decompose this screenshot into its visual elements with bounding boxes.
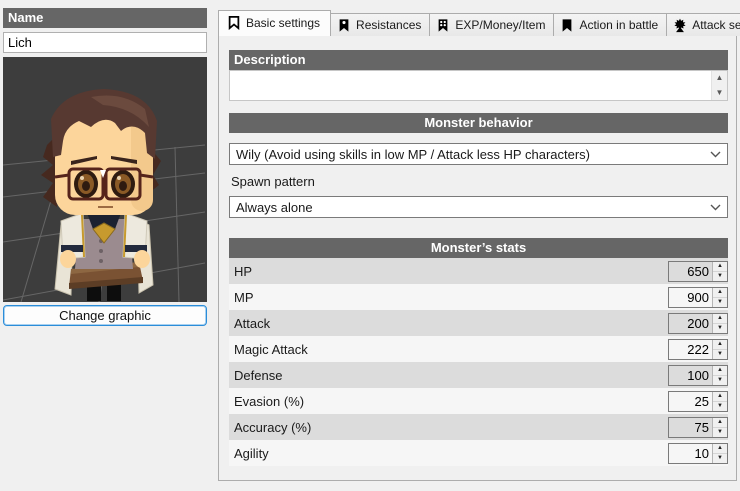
monster-identity-panel: Name: [3, 8, 207, 326]
name-input[interactable]: [3, 32, 207, 53]
spin-up-icon[interactable]: ▲: [713, 417, 727, 428]
tab-attack-settings[interactable]: Attack settings: [666, 13, 740, 36]
monster-settings-panel: Basic settings Resistances EXP/Money/Ite…: [218, 10, 740, 481]
magic-attack-stepper: ▲▼: [668, 338, 728, 360]
description-field-wrap: ▲ ▼: [229, 70, 728, 101]
stat-row-evasion: Evasion (%) ▲▼: [229, 388, 728, 414]
stat-label: Accuracy (%): [234, 419, 312, 435]
spin-down-icon[interactable]: ▼: [713, 349, 727, 359]
spin-up-icon[interactable]: ▲: [713, 339, 727, 350]
monster-behavior-header: Monster behavior: [229, 113, 728, 133]
description-header: Description: [229, 50, 728, 70]
scroll-down-icon[interactable]: ▼: [715, 88, 724, 97]
change-graphic-button[interactable]: Change graphic: [3, 305, 207, 326]
stat-row-mp: MP ▲▼: [229, 284, 728, 310]
scroll-up-icon[interactable]: ▲: [715, 73, 724, 82]
evasion-input[interactable]: [669, 391, 712, 411]
stat-label: Attack: [234, 315, 271, 331]
defense-input[interactable]: [669, 365, 712, 385]
stat-row-agility: Agility ▲▼: [229, 440, 728, 466]
tab-exp-money-item[interactable]: EXP/Money/Item: [429, 13, 555, 36]
spin-down-icon[interactable]: ▼: [713, 427, 727, 437]
behavior-selected-value: Wily (Avoid using skills in low MP / Att…: [236, 146, 591, 162]
spawn-pattern-select[interactable]: Always alone: [229, 196, 728, 218]
stat-label: HP: [234, 263, 253, 279]
spin-down-icon[interactable]: ▼: [713, 297, 727, 307]
settings-tab-strip: Basic settings Resistances EXP/Money/Ite…: [218, 10, 740, 36]
chevron-down-icon: [710, 204, 721, 210]
evasion-stepper: ▲▼: [668, 390, 728, 412]
stat-row-defense: Defense ▲▼: [229, 362, 728, 388]
spin-up-icon[interactable]: ▲: [713, 287, 727, 298]
stat-label: Magic Attack: [234, 341, 308, 357]
description-textarea[interactable]: [230, 71, 711, 100]
burst-icon: [674, 18, 686, 32]
mp-stepper: ▲▼: [668, 286, 728, 308]
bookmark-dots-icon: [439, 18, 448, 32]
chevron-down-icon: [710, 151, 721, 157]
spin-down-icon[interactable]: ▼: [713, 453, 727, 463]
attack-stepper: ▲▼: [668, 312, 728, 334]
mp-input[interactable]: [669, 287, 712, 307]
agility-input[interactable]: [669, 443, 712, 463]
spin-down-icon[interactable]: ▼: [713, 271, 727, 281]
stat-label: Evasion (%): [234, 393, 305, 409]
stat-row-attack: Attack ▲▼: [229, 310, 728, 336]
spin-down-icon[interactable]: ▼: [713, 375, 727, 385]
defense-stepper: ▲▼: [668, 364, 728, 386]
bookmark-solid-icon: [563, 18, 572, 32]
spin-up-icon[interactable]: ▲: [713, 313, 727, 324]
bookmark-outline-icon: [228, 15, 240, 30]
stats-table: HP ▲▼ MP ▲▼ Attack: [229, 258, 728, 466]
spawn-selected-value: Always alone: [236, 199, 313, 215]
agility-stepper: ▲▼: [668, 442, 728, 464]
stat-label: Agility: [234, 445, 269, 461]
description-scrollbar[interactable]: ▲ ▼: [711, 71, 727, 100]
magic-attack-input[interactable]: [669, 339, 712, 359]
spin-down-icon[interactable]: ▼: [713, 323, 727, 333]
tab-label: Action in battle: [579, 18, 659, 32]
stat-row-hp: HP ▲▼: [229, 258, 728, 284]
monster-3d-preview: [3, 57, 207, 302]
hp-input[interactable]: [669, 261, 712, 281]
accuracy-stepper: ▲▼: [668, 416, 728, 438]
spin-up-icon[interactable]: ▲: [713, 365, 727, 376]
bookmark-dot-icon: [339, 18, 349, 32]
tab-label: Attack settings: [692, 18, 740, 32]
tab-label: Resistances: [356, 18, 422, 32]
basic-settings-page: Description ▲ ▼ Monster behavior Wily (A…: [218, 35, 737, 481]
spawn-pattern-label: Spawn pattern: [231, 174, 315, 189]
spin-up-icon[interactable]: ▲: [713, 443, 727, 454]
tab-resistances[interactable]: Resistances: [330, 13, 431, 36]
monster-stats-header: Monster’s stats: [229, 238, 728, 258]
attack-input[interactable]: [669, 313, 712, 333]
tab-action-in-battle[interactable]: Action in battle: [553, 13, 668, 36]
stat-row-magic-attack: Magic Attack ▲▼: [229, 336, 728, 362]
hp-stepper: ▲▼: [668, 260, 728, 282]
behavior-select[interactable]: Wily (Avoid using skills in low MP / Att…: [229, 143, 728, 165]
spin-up-icon[interactable]: ▲: [713, 391, 727, 402]
stat-label: MP: [234, 289, 254, 305]
tab-label: EXP/Money/Item: [455, 18, 546, 32]
spin-down-icon[interactable]: ▼: [713, 401, 727, 411]
tab-basic-settings[interactable]: Basic settings: [218, 10, 332, 36]
accuracy-input[interactable]: [669, 417, 712, 437]
name-header: Name: [3, 8, 207, 28]
spin-up-icon[interactable]: ▲: [713, 261, 727, 272]
stat-label: Defense: [234, 367, 283, 383]
tab-label: Basic settings: [246, 15, 321, 30]
monster-model-image: [3, 57, 205, 302]
chibi-character: [41, 89, 161, 301]
stat-row-accuracy: Accuracy (%) ▲▼: [229, 414, 728, 440]
